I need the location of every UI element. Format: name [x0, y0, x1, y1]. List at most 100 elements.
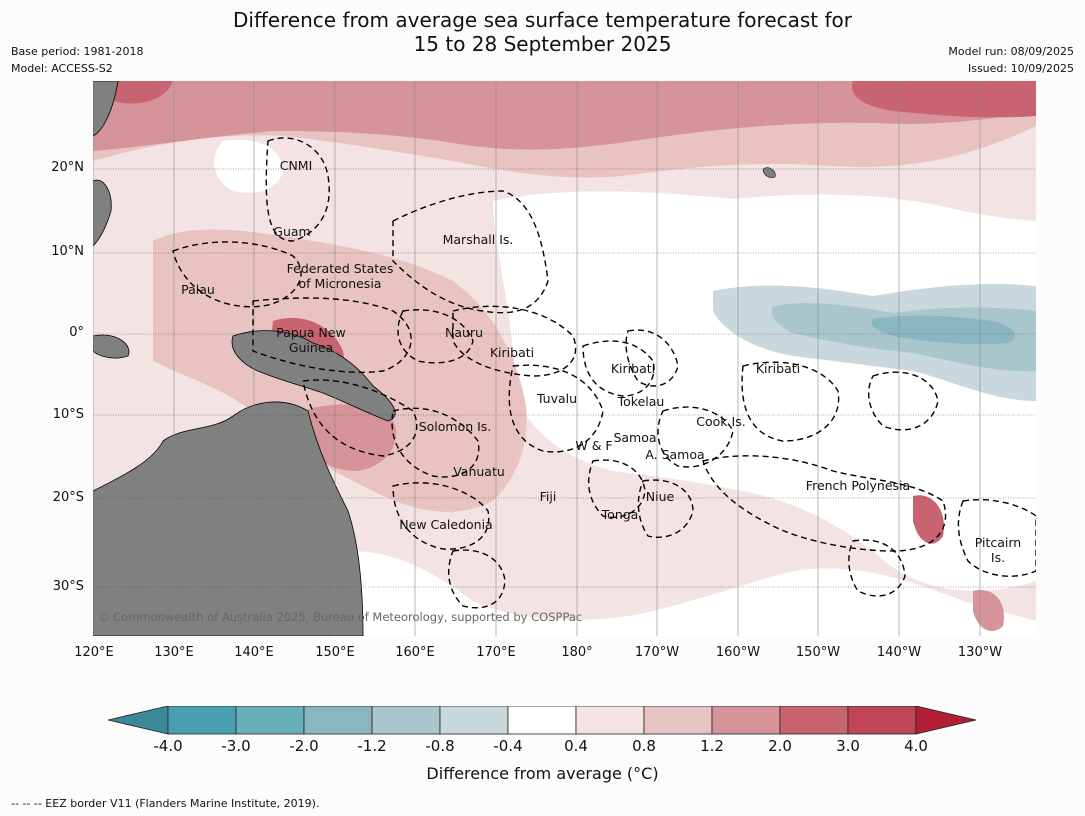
copyright-notice: © Commonwealth of Australia 2025, Bureau…	[98, 610, 582, 624]
map-title: Difference from average sea surface temp…	[0, 8, 1085, 56]
label-png-line2: Guinea	[289, 340, 333, 355]
lon-label-180: 180°	[561, 645, 593, 660]
lon-label-160w: 160°W	[715, 645, 761, 660]
title-line-2: 15 to 28 September 2025	[413, 32, 672, 56]
colorbar-tick-label: -1.2	[357, 737, 387, 755]
base-period: Base period: 1981-2018	[11, 45, 144, 58]
label-vanuatu: Vanuatu	[453, 464, 505, 479]
label-guam: Guam	[273, 224, 310, 239]
colorbar-extend-high	[915, 706, 977, 735]
french-polynesia-warm-spot	[913, 495, 944, 544]
label-tokelau: Tokelau	[617, 394, 665, 409]
indonesia-landmass	[93, 334, 130, 359]
label-nauru: Nauru	[445, 325, 483, 340]
colorbar-segment	[507, 706, 577, 735]
near-average-zone	[493, 191, 1036, 592]
colorbar-segment	[711, 706, 781, 735]
label-w-and-f: W & F	[575, 438, 612, 453]
lat-label-10s: 10°S	[52, 407, 84, 422]
region-labels: CNMI Guam Marshall Is. Palau Federated S…	[181, 158, 1021, 565]
label-kiribati-east: Kiribati	[756, 361, 800, 376]
label-png-line1: Papua New	[276, 325, 345, 340]
colorbar-tick-label: -3.0	[221, 737, 251, 755]
colorbar-tick-label: -4.0	[153, 737, 183, 755]
lat-label-20s: 20°S	[52, 490, 84, 505]
colorbar-tick-label: -2.0	[289, 737, 319, 755]
label-marshall-is: Marshall Is.	[443, 232, 514, 247]
label-fsm-line2: of Micronesia	[299, 276, 382, 291]
label-cook-is: Cook Is.	[696, 414, 745, 429]
lon-label-150e: 150°E	[315, 645, 355, 660]
lon-label-140e: 140°E	[234, 645, 274, 660]
label-kiribati-central: Kiribati	[611, 361, 655, 376]
colorbar-segments	[108, 706, 977, 735]
label-new-caledonia: New Caledonia	[399, 517, 492, 532]
lat-label-10n: 10°N	[51, 244, 84, 259]
label-solomon-is: Solomon Is.	[419, 419, 492, 434]
label-kiribati-west: Kiribati	[490, 345, 534, 360]
label-pitcairn-line2: Is.	[991, 550, 1005, 565]
colorbar-segment	[235, 706, 305, 735]
issued-date: Issued: 10/09/2025	[967, 62, 1074, 75]
lon-label-160e: 160°E	[395, 645, 435, 660]
label-fsm-line1: Federated States	[287, 261, 394, 276]
colorbar-segment	[847, 706, 917, 735]
colorbar-segment	[779, 706, 849, 735]
positive-anomaly-vstrong-northeast	[852, 81, 1036, 118]
lon-label-170e: 170°E	[476, 645, 516, 660]
label-pitcairn-line1: Pitcairn	[975, 535, 1021, 550]
colorbar-tick-label: -0.4	[493, 737, 523, 755]
model-run: Model run: 08/09/2025	[948, 45, 1074, 58]
colorbar-tick-label: -0.8	[425, 737, 455, 755]
australia-landmass	[93, 401, 364, 636]
label-fiji: Fiji	[540, 489, 557, 504]
colorbar-tick-label: 2.0	[768, 737, 792, 755]
eez-footnote: -- -- -- EEZ border V11 (Flanders Marine…	[11, 797, 320, 810]
colorbar-extend-low	[108, 706, 169, 735]
colorbar-title: Difference from average (°C)	[426, 764, 659, 783]
lon-label-130w: 130°W	[957, 645, 1003, 660]
colorbar-tick-label: 1.2	[700, 737, 724, 755]
label-tuvalu: Tuvalu	[536, 391, 577, 406]
lon-label-170w: 170°W	[634, 645, 680, 660]
lon-label-140w: 140°W	[876, 645, 922, 660]
lat-label-20n: 20°N	[51, 160, 84, 175]
colorbar-segment	[439, 706, 509, 735]
colorbar-tick-label: 0.4	[564, 737, 588, 755]
colorbar-tick-label: 4.0	[904, 737, 928, 755]
label-samoa: Samoa	[613, 430, 656, 445]
colorbar-tick-label: 0.8	[632, 737, 656, 755]
hawaii-landmass	[762, 167, 776, 178]
label-tonga: Tonga	[601, 507, 639, 522]
label-cnmi: CNMI	[280, 158, 313, 173]
meta-right: Model run: 08/09/2025 Issued: 10/09/2025	[948, 43, 1074, 77]
colorbar-tick-label: 3.0	[836, 737, 860, 755]
lon-label-150w: 150°W	[795, 645, 841, 660]
sst-anomaly-map: CNMI Guam Marshall Is. Palau Federated S…	[93, 81, 1036, 636]
lon-label-130e: 130°E	[154, 645, 194, 660]
near-average-zone-south	[343, 551, 1036, 636]
philippines-landmass	[93, 179, 112, 247]
lon-label-120e: 120°E	[74, 645, 114, 660]
colorbar-segment	[303, 706, 373, 735]
meta-left: Base period: 1981-2018 Model: ACCESS-S2	[11, 43, 143, 77]
new-guinea-landmass	[231, 330, 396, 422]
model-name: Model: ACCESS-S2	[11, 62, 113, 75]
label-palau: Palau	[181, 282, 215, 297]
colorbar-segment	[643, 706, 713, 735]
colorbar-segment	[371, 706, 441, 735]
label-french-polynesia: French Polynesia	[806, 478, 910, 493]
lat-label-0: 0°	[69, 325, 84, 340]
positive-anomaly-strong-north	[93, 81, 1036, 151]
label-niue: Niue	[646, 489, 675, 504]
label-american-samoa: A. Samoa	[645, 447, 704, 462]
pitcairn-warm-spot	[973, 590, 1004, 631]
negative-anomaly-strong	[871, 315, 1016, 345]
lat-label-30s: 30°S	[52, 579, 84, 594]
colorbar-segment	[167, 706, 237, 735]
longitude-gridlines	[93, 81, 981, 636]
latitude-gridlines	[93, 168, 1036, 588]
colorbar	[108, 706, 977, 735]
title-line-1: Difference from average sea surface temp…	[232, 8, 852, 32]
eez-borders	[172, 137, 1036, 609]
